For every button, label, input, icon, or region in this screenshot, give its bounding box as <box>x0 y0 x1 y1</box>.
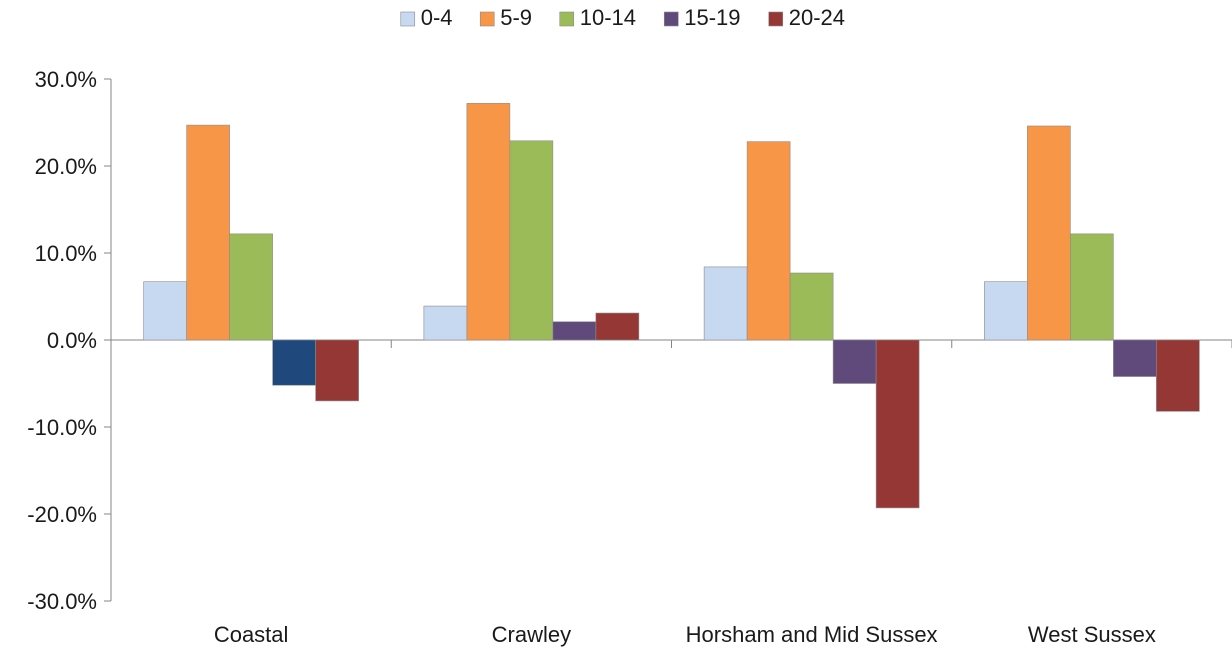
axes: -30.0% -20.0% -10.0% 0.0% 10.0% 20.0% 30.0% Coa… <box>27 67 1232 647</box>
y-tick-label: -20.0% <box>27 502 97 527</box>
bar-20-24-horsham-and-mid-sussex <box>875 339 920 509</box>
legend-label: 5-9 <box>500 5 532 30</box>
y-tick-label: -30.0% <box>27 589 97 614</box>
x-tick-label: West Sussex <box>1028 622 1156 647</box>
bar-15-19-horsham-and-mid-sussex <box>832 339 877 384</box>
legend-swatch <box>663 11 679 27</box>
y-tick-label: -10.0% <box>27 415 97 440</box>
bar-20-24-crawley <box>595 312 640 341</box>
bar-5-9-coastal <box>186 124 230 341</box>
x-tick-label: Coastal <box>214 622 289 647</box>
x-tick-label: Crawley <box>492 622 571 647</box>
bar-0-4-coastal <box>143 281 187 341</box>
legend-swatch <box>559 11 575 27</box>
bar-5-9-horsham-and-mid-sussex <box>746 141 791 341</box>
legend-label: 10-14 <box>580 5 636 30</box>
bars <box>143 103 1200 509</box>
bar-10-14-horsham-and-mid-sussex <box>789 272 834 341</box>
y-tick-label: 10.0% <box>35 241 97 266</box>
legend-swatch <box>768 11 784 27</box>
y-tick-label: 20.0% <box>35 154 97 179</box>
legend: 0-4 5-9 10-14 15-19 20-24 <box>400 5 845 30</box>
bar-20-24-west-sussex <box>1156 339 1200 412</box>
legend-swatch <box>479 11 495 27</box>
legend-swatch <box>400 11 416 27</box>
y-tick-label: 0.0% <box>47 328 97 353</box>
bar-15-19-crawley <box>552 321 597 341</box>
legend-label: 0-4 <box>421 5 453 30</box>
bar-0-4-crawley <box>423 305 468 341</box>
bar-20-24-coastal <box>315 339 359 402</box>
bar-0-4-horsham-and-mid-sussex <box>703 266 748 341</box>
bar-10-14-coastal <box>229 233 273 341</box>
legend-label: 20-24 <box>789 5 845 30</box>
bar-15-19-west-sussex <box>1113 339 1157 377</box>
bar-10-14-west-sussex <box>1070 233 1114 341</box>
bar-0-4-west-sussex <box>984 281 1028 341</box>
x-tick-label: Horsham and Mid Sussex <box>686 622 938 647</box>
legend-label: 15-19 <box>684 5 740 30</box>
bar-10-14-crawley <box>509 140 554 341</box>
bar-5-9-crawley <box>466 103 511 341</box>
bar-5-9-west-sussex <box>1027 125 1071 341</box>
bar-15-19-coastal <box>272 339 316 386</box>
y-tick-label: 30.0% <box>35 67 97 92</box>
